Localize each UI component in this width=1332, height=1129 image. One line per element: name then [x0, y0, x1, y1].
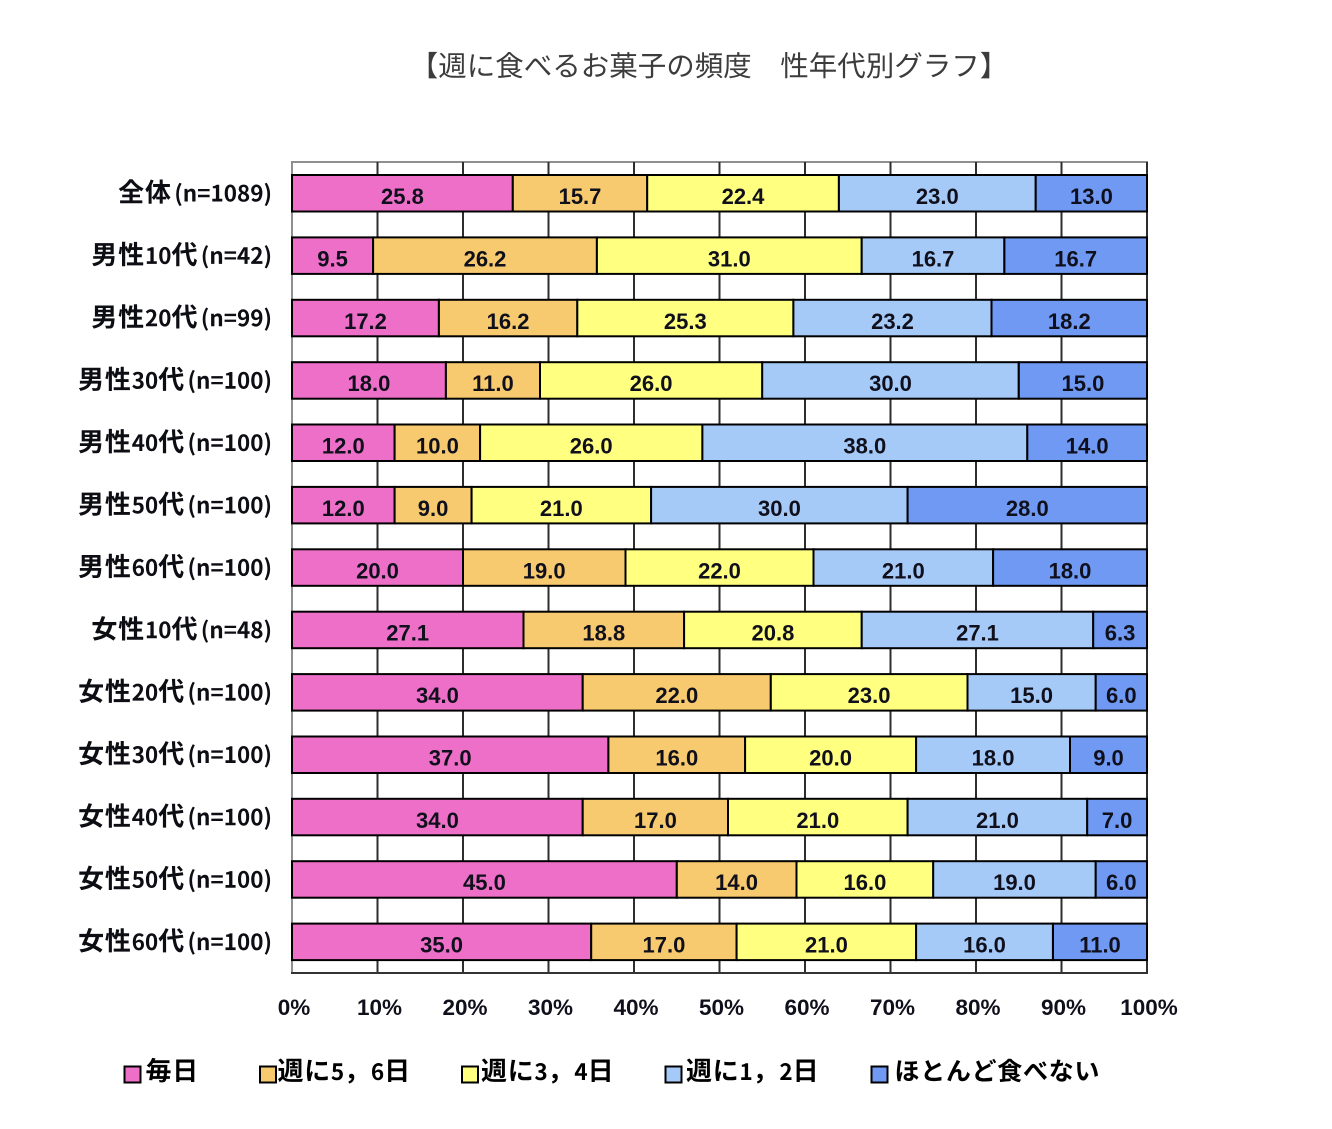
svg-text:15.0: 15.0 [1010, 683, 1053, 708]
svg-text:70%: 70% [870, 995, 915, 1020]
svg-text:35.0: 35.0 [420, 933, 463, 958]
svg-text:16.0: 16.0 [843, 870, 886, 895]
svg-text:23.0: 23.0 [848, 683, 891, 708]
svg-text:17.2: 17.2 [344, 309, 387, 334]
svg-text:31.0: 31.0 [708, 246, 751, 271]
svg-text:27.1: 27.1 [956, 621, 999, 646]
svg-text:16.2: 16.2 [487, 309, 530, 334]
svg-text:12.0: 12.0 [322, 496, 365, 521]
svg-text:9.0: 9.0 [418, 496, 449, 521]
svg-text:30.0: 30.0 [869, 371, 912, 396]
svg-text:19.0: 19.0 [523, 558, 566, 583]
svg-text:6.0: 6.0 [1106, 870, 1137, 895]
svg-text:13.0: 13.0 [1070, 184, 1113, 209]
svg-text:22.0: 22.0 [655, 683, 698, 708]
svg-text:10.0: 10.0 [416, 434, 459, 459]
svg-text:19.0: 19.0 [993, 870, 1036, 895]
svg-text:37.0: 37.0 [429, 746, 472, 771]
svg-text:16.0: 16.0 [963, 933, 1006, 958]
svg-text:30.0: 30.0 [758, 496, 801, 521]
svg-text:9.0: 9.0 [1093, 746, 1124, 771]
svg-text:40%: 40% [613, 995, 658, 1020]
svg-text:60%: 60% [784, 995, 829, 1020]
svg-text:21.0: 21.0 [882, 558, 925, 583]
svg-text:90%: 90% [1041, 995, 1086, 1020]
svg-text:20.0: 20.0 [356, 558, 399, 583]
svg-text:15.0: 15.0 [1061, 371, 1104, 396]
svg-text:20%: 20% [442, 995, 487, 1020]
svg-text:18.8: 18.8 [582, 621, 625, 646]
svg-text:26.2: 26.2 [464, 246, 507, 271]
svg-text:21.0: 21.0 [796, 808, 839, 833]
svg-text:11.0: 11.0 [1079, 933, 1121, 958]
svg-text:12.0: 12.0 [322, 434, 365, 459]
svg-text:15.7: 15.7 [559, 184, 602, 209]
svg-text:16.0: 16.0 [655, 746, 698, 771]
svg-text:50%: 50% [699, 995, 744, 1020]
svg-text:7.0: 7.0 [1102, 808, 1133, 833]
svg-text:14.0: 14.0 [1066, 434, 1109, 459]
svg-text:10%: 10% [357, 995, 402, 1020]
svg-text:9.5: 9.5 [317, 246, 348, 271]
svg-text:20.0: 20.0 [809, 746, 852, 771]
svg-text:16.7: 16.7 [1054, 246, 1097, 271]
svg-text:22.0: 22.0 [698, 558, 741, 583]
svg-text:21.0: 21.0 [540, 496, 583, 521]
svg-text:22.4: 22.4 [722, 184, 766, 209]
svg-text:23.0: 23.0 [916, 184, 959, 209]
svg-text:0%: 0% [278, 995, 311, 1020]
svg-text:30%: 30% [528, 995, 573, 1020]
svg-text:18.0: 18.0 [972, 746, 1015, 771]
svg-text:17.0: 17.0 [642, 933, 685, 958]
svg-text:21.0: 21.0 [805, 933, 848, 958]
svg-text:26.0: 26.0 [570, 434, 613, 459]
svg-text:28.0: 28.0 [1006, 496, 1049, 521]
svg-text:18.0: 18.0 [347, 371, 390, 396]
svg-text:18.0: 18.0 [1049, 558, 1092, 583]
svg-text:6.0: 6.0 [1106, 683, 1137, 708]
svg-text:38.0: 38.0 [843, 434, 886, 459]
svg-text:34.0: 34.0 [416, 808, 459, 833]
svg-text:26.0: 26.0 [630, 371, 673, 396]
svg-text:16.7: 16.7 [912, 246, 955, 271]
svg-text:14.0: 14.0 [715, 870, 758, 895]
svg-text:34.0: 34.0 [416, 683, 459, 708]
svg-text:21.0: 21.0 [976, 808, 1019, 833]
svg-text:11.0: 11.0 [472, 371, 514, 396]
svg-text:25.8: 25.8 [381, 184, 424, 209]
svg-text:45.0: 45.0 [463, 870, 506, 895]
svg-text:80%: 80% [955, 995, 1000, 1020]
svg-text:17.0: 17.0 [634, 808, 677, 833]
svg-text:20.8: 20.8 [751, 621, 794, 646]
svg-text:6.3: 6.3 [1105, 621, 1136, 646]
svg-text:25.3: 25.3 [664, 309, 707, 334]
svg-text:23.2: 23.2 [871, 309, 914, 334]
svg-text:100%: 100% [1120, 995, 1178, 1020]
svg-text:18.2: 18.2 [1048, 309, 1091, 334]
svg-text:27.1: 27.1 [386, 621, 429, 646]
